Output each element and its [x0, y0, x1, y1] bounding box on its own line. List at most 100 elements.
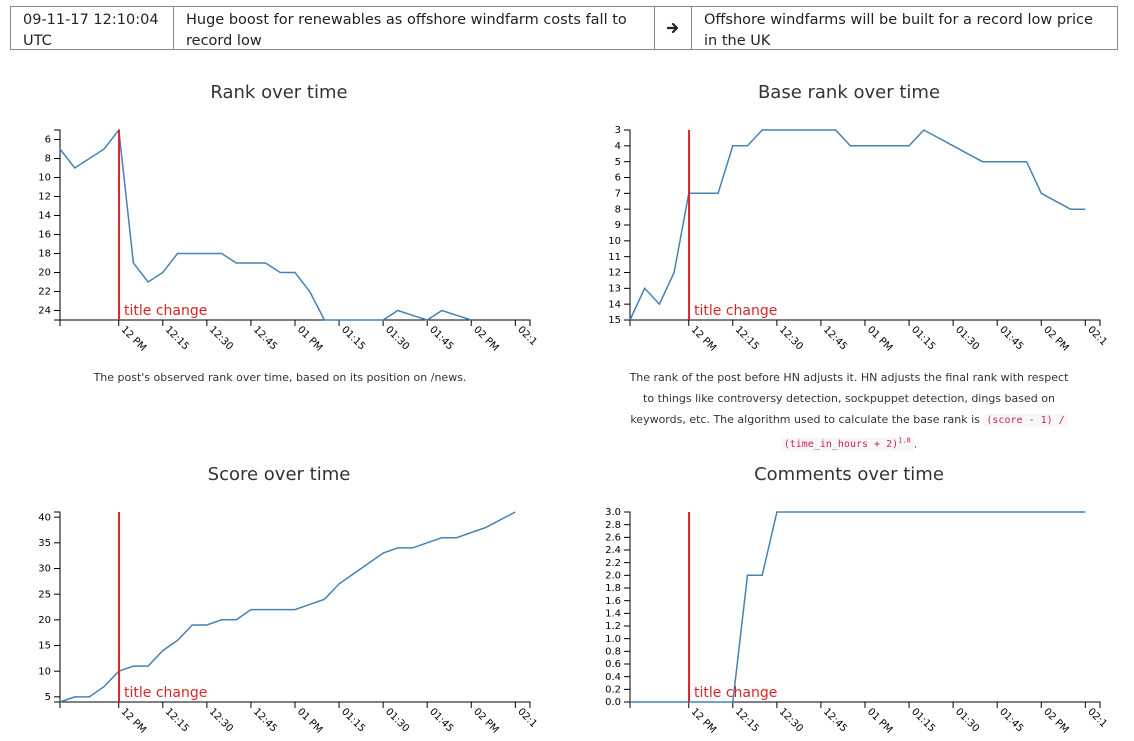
score-chart-title: Score over time	[207, 464, 351, 485]
comments-x-tick-label: 01:45	[997, 706, 1025, 734]
score-y-tick-label: 35	[38, 538, 51, 549]
comments-y-tick-label: 0.6	[605, 659, 621, 670]
rank-y-tick-label: 10	[38, 173, 51, 184]
base_rank-x-tick-label: 12:15	[733, 324, 761, 352]
rank-x-tick-label: 12:45	[251, 324, 279, 352]
rank-chart-title: Rank over time	[210, 82, 348, 103]
score-y-domain	[54, 511, 61, 703]
formula-part2: (time_in_hours + 2)1.8	[780, 437, 914, 452]
score-chart: 5 10 15 20 25 30 35 40 12 PM 12:15 12:30 12:45 01 PM…	[38, 511, 539, 736]
comments-x-tick-label: 01:30	[953, 706, 981, 734]
base_rank-x-tick-label: 12:30	[777, 324, 805, 352]
score-x-tick-label: 12:15	[163, 706, 191, 734]
score-x-tick-label: 02:1	[515, 706, 539, 730]
comments-y-tick-label: 0.4	[605, 672, 621, 683]
rank-x-tick-label: 02 PM	[471, 324, 500, 353]
base_rank-y-tick-label: 6	[615, 173, 621, 184]
comments-x-tick-label: 12:30	[777, 706, 805, 734]
base_rank-x-tick-label: 12:45	[821, 324, 849, 352]
rank-y-tick-label: 18	[38, 249, 51, 260]
rank-series-line	[59, 128, 472, 321]
comments-chart-title: Comments over time	[754, 464, 944, 485]
base_rank-x-tick-label: 02 PM	[1041, 324, 1070, 353]
base_rank-x-tick-label: 01:45	[997, 324, 1025, 352]
score-y-tick-label: 40	[38, 512, 51, 523]
rank-y-tick-label: 14	[38, 211, 51, 222]
score-x-tick-label: 12:30	[207, 706, 235, 734]
base-rank-chart-title: Base rank over time	[757, 82, 941, 103]
base_rank-y-axis: 3 4 5 6 7 8 9 10 11 12 13 14 15	[608, 125, 631, 326]
base_rank-x-tick-label: 12 PM	[689, 324, 718, 353]
comments-y-tick-label: 1.8	[605, 583, 621, 594]
comments-series-line	[630, 511, 1086, 703]
formula-denominator: (time_in_hours + 2)	[783, 439, 899, 451]
comments-y-tick-label: 2.4	[605, 545, 621, 556]
comments-y-tick-label: 0.0	[605, 697, 621, 708]
formula-exponent: 1.8	[898, 437, 911, 445]
new-title: Offshore windfarms will be built for a r…	[704, 12, 1093, 49]
comments-x-tick-label: 01 PM	[865, 706, 894, 735]
formula-end: .	[913, 437, 918, 451]
score-y-tick-label: 10	[38, 666, 51, 677]
title-change-row: 09-11-17 12:10:04 UTC Huge boost for ren…	[10, 6, 1118, 50]
rank-caption: The post's observed rank over time, base…	[93, 371, 467, 384]
base_rank-x-tick-label: 02:1	[1085, 324, 1109, 348]
score-x-tick-label: 01:45	[427, 706, 455, 734]
rank-y-tick-label: 12	[38, 192, 51, 203]
comments-x-tick-label: 02 PM	[1041, 706, 1070, 735]
base_rank-y-tick-label: 3	[615, 125, 621, 136]
comments-y-tick-label: 2.8	[605, 520, 621, 531]
rank-y-axis: 6 8 10 12 14 16 18 20 22 24	[38, 129, 61, 321]
comments-y-axis: 0.00.20.40.60.81.01.21.41.61.82.02.22.42…	[605, 507, 631, 708]
formula-part1: (score - 1) /	[983, 414, 1068, 427]
rank-x-tick-label: 12 PM	[119, 324, 148, 353]
score-x-tick-label: 02 PM	[471, 706, 500, 735]
base_rank-chart: 3 4 5 6 7 8 9 10 11 12 13 14 15 12 PM 12:15 12:30 12:45 0…	[608, 125, 1109, 354]
score-x-tick-label: 01 PM	[295, 706, 324, 735]
rank-x-tick-label: 01 PM	[295, 324, 324, 353]
rank-x-tick-label: 01:30	[383, 324, 411, 352]
rank-y-tick-label: 24	[38, 306, 51, 317]
comments-x-tick-label: 12:45	[821, 706, 849, 734]
score-x-axis: 12 PM 12:15 12:30 12:45 01 PM 01:15 01:30 01:45…	[59, 701, 539, 736]
score-y-tick-label: 30	[38, 564, 51, 575]
comments-y-tick-label: 1.0	[605, 634, 621, 645]
comments-x-tick-label: 02:1	[1085, 706, 1109, 730]
rank-title-change-label: title change	[124, 303, 207, 319]
comments-chart: 0.00.20.40.60.81.01.21.41.61.82.02.22.42…	[605, 507, 1109, 736]
rank-y-domain	[54, 129, 61, 321]
base_rank-y-tick-label: 9	[615, 220, 621, 231]
score-title-change-label: title change	[124, 685, 207, 701]
base_rank-x-axis: 12 PM 12:15 12:30 12:45 01 PM 01:15 01:30 01:45…	[629, 319, 1109, 354]
rank-y-tick-label: 16	[38, 230, 51, 241]
base_rank-y-tick-label: 4	[615, 141, 621, 152]
comments-y-tick-label: 1.2	[605, 621, 621, 632]
base_rank-x-tick-label: 01:30	[953, 324, 981, 352]
rank-x-tick-label: 01:45	[427, 324, 455, 352]
base_rank-series-line	[629, 129, 1086, 321]
rank-y-tick-label: 6	[45, 135, 51, 146]
comments-y-tick-label: 0.2	[605, 685, 621, 696]
score-series-line	[59, 511, 516, 703]
comments-y-tick-label: 2.2	[605, 558, 621, 569]
comments-y-tick-label: 0.8	[605, 647, 621, 658]
comments-y-tick-label: 2.6	[605, 533, 621, 544]
rank-y-tick-label: 22	[38, 287, 51, 298]
base_rank-y-tick-label: 8	[615, 204, 621, 215]
base_rank-y-tick-label: 14	[608, 299, 621, 310]
comments-x-axis: 12 PM 12:15 12:30 12:45 01 PM 01:15 01:30 01:45…	[629, 701, 1109, 736]
base_rank-x-tick-label: 01:15	[909, 324, 937, 352]
score-x-tick-label: 01:30	[383, 706, 411, 734]
base-rank-caption-text: The rank of the post before HN adjusts i…	[629, 371, 1069, 426]
score-y-tick-label: 5	[45, 692, 51, 703]
score-y-tick-label: 15	[38, 641, 51, 652]
comments-x-tick-label: 01:15	[909, 706, 937, 734]
score-x-tick-label: 12:45	[251, 706, 279, 734]
base_rank-y-tick-label: 13	[608, 284, 621, 295]
rank-x-tick-label: 02:1	[515, 324, 539, 348]
comments-y-tick-label: 1.4	[605, 609, 621, 620]
old-title: Huge boost for renewables as offshore wi…	[174, 7, 655, 49]
rank-y-tick-label: 20	[38, 268, 51, 279]
score-y-tick-label: 25	[38, 589, 51, 600]
